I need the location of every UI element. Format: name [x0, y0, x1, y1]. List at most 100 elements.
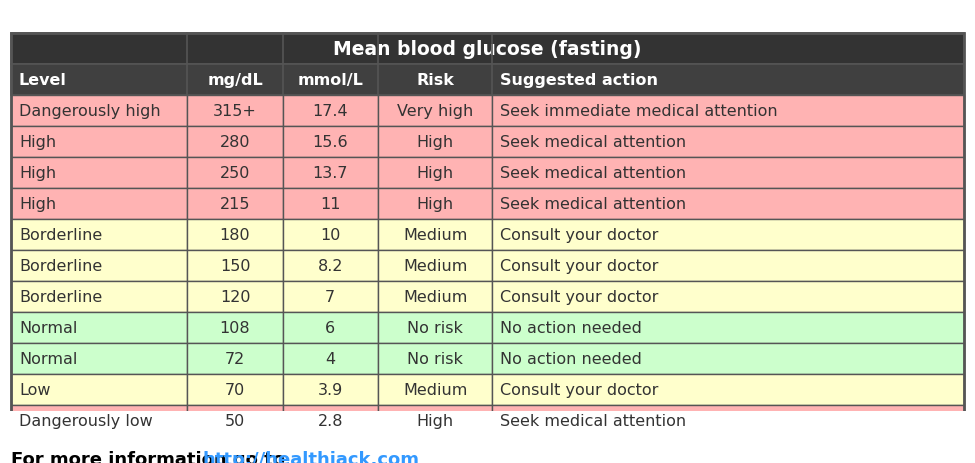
- Bar: [187, 220, 283, 250]
- Bar: [283, 220, 378, 250]
- Text: 6: 6: [326, 320, 335, 336]
- Bar: [11, 158, 187, 189]
- Text: Medium: Medium: [403, 228, 467, 243]
- Text: Seek medical attention: Seek medical attention: [500, 166, 686, 181]
- Bar: [187, 282, 283, 313]
- Bar: [492, 158, 964, 189]
- Text: Borderline: Borderline: [19, 228, 102, 243]
- Text: 15.6: 15.6: [312, 135, 348, 150]
- Bar: [283, 96, 378, 127]
- Bar: [283, 313, 378, 344]
- Text: Seek medical attention: Seek medical attention: [500, 413, 686, 428]
- Bar: [187, 250, 283, 282]
- Text: Suggested action: Suggested action: [500, 73, 658, 88]
- Text: Seek medical attention: Seek medical attention: [500, 135, 686, 150]
- Bar: [283, 127, 378, 158]
- Text: Dangerously high: Dangerously high: [19, 104, 161, 119]
- Bar: [11, 127, 187, 158]
- Text: Borderline: Borderline: [19, 290, 102, 305]
- Bar: [11, 220, 187, 250]
- Bar: [378, 158, 492, 189]
- Text: Medium: Medium: [403, 259, 467, 274]
- Bar: [492, 375, 964, 406]
- Bar: [283, 189, 378, 220]
- Bar: [492, 406, 964, 436]
- Text: For more information go to: For more information go to: [11, 450, 292, 463]
- Text: Medium: Medium: [403, 382, 467, 397]
- Bar: [492, 127, 964, 158]
- Text: 10: 10: [320, 228, 340, 243]
- Bar: [378, 406, 492, 436]
- Bar: [187, 313, 283, 344]
- Bar: [378, 313, 492, 344]
- Bar: [11, 344, 187, 375]
- Bar: [378, 375, 492, 406]
- Bar: [11, 313, 187, 344]
- Text: Very high: Very high: [397, 104, 473, 119]
- Bar: [492, 282, 964, 313]
- Bar: [492, 220, 964, 250]
- Bar: [378, 282, 492, 313]
- Bar: [187, 375, 283, 406]
- Bar: [11, 406, 187, 436]
- Bar: [187, 127, 283, 158]
- Bar: [492, 313, 964, 344]
- Text: Seek immediate medical attention: Seek immediate medical attention: [500, 104, 778, 119]
- Text: Consult your doctor: Consult your doctor: [500, 228, 658, 243]
- Text: 120: 120: [219, 290, 251, 305]
- Text: 50: 50: [225, 413, 245, 428]
- Text: 4: 4: [326, 351, 335, 366]
- Text: 315+: 315+: [214, 104, 257, 119]
- Bar: [283, 406, 378, 436]
- Bar: [378, 250, 492, 282]
- Text: Level: Level: [19, 73, 66, 88]
- Bar: [378, 189, 492, 220]
- Text: High: High: [19, 197, 56, 212]
- Text: High: High: [416, 166, 453, 181]
- Text: Normal: Normal: [19, 320, 77, 336]
- Text: High: High: [416, 413, 453, 428]
- Text: 72: 72: [225, 351, 245, 366]
- Text: Medium: Medium: [403, 290, 467, 305]
- Text: 250: 250: [219, 166, 251, 181]
- Text: High: High: [19, 135, 56, 150]
- Bar: [378, 127, 492, 158]
- Text: High: High: [416, 135, 453, 150]
- Text: mmol/L: mmol/L: [297, 73, 364, 88]
- Bar: [187, 406, 283, 436]
- Bar: [187, 344, 283, 375]
- Text: 280: 280: [219, 135, 251, 150]
- Text: Normal: Normal: [19, 351, 77, 366]
- Bar: [492, 250, 964, 282]
- Bar: [11, 375, 187, 406]
- Bar: [11, 282, 187, 313]
- Bar: [378, 344, 492, 375]
- Bar: [283, 344, 378, 375]
- Text: Dangerously low: Dangerously low: [19, 413, 153, 428]
- Bar: [378, 220, 492, 250]
- Text: No risk: No risk: [408, 351, 463, 366]
- Bar: [11, 34, 964, 65]
- Text: 70: 70: [225, 382, 245, 397]
- Bar: [187, 158, 283, 189]
- Bar: [187, 189, 283, 220]
- Text: No risk: No risk: [408, 320, 463, 336]
- Bar: [283, 282, 378, 313]
- Text: 13.7: 13.7: [313, 166, 348, 181]
- Bar: [11, 250, 187, 282]
- Text: Consult your doctor: Consult your doctor: [500, 382, 658, 397]
- Text: 108: 108: [219, 320, 251, 336]
- Bar: [283, 375, 378, 406]
- Bar: [492, 344, 964, 375]
- Bar: [187, 96, 283, 127]
- Text: 11: 11: [320, 197, 340, 212]
- Bar: [283, 250, 378, 282]
- Text: Consult your doctor: Consult your doctor: [500, 259, 658, 274]
- Text: No action needed: No action needed: [500, 351, 642, 366]
- Text: High: High: [416, 197, 453, 212]
- Text: 17.4: 17.4: [312, 104, 348, 119]
- Text: mg/dL: mg/dL: [207, 73, 263, 88]
- Bar: [378, 96, 492, 127]
- Bar: [283, 158, 378, 189]
- Text: High: High: [19, 166, 56, 181]
